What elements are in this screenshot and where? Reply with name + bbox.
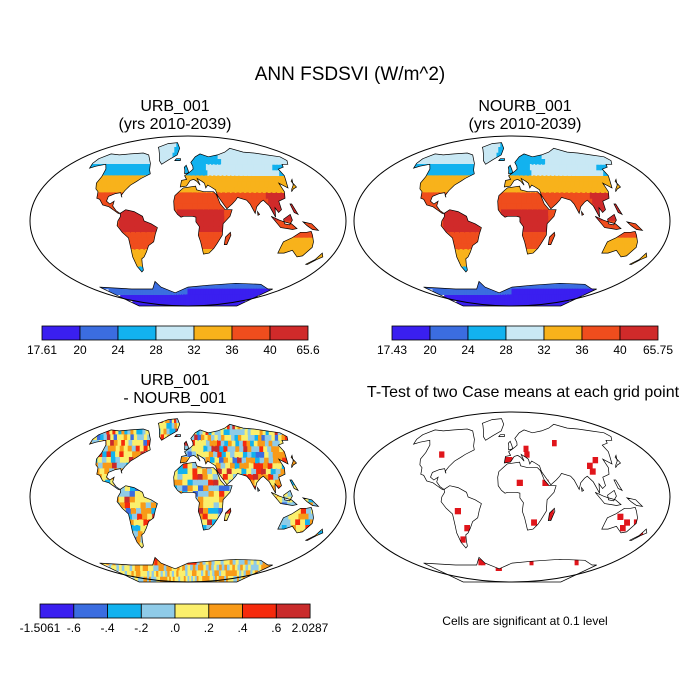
globe-border — [353, 135, 671, 307]
map-urb — [29, 135, 347, 307]
colorbar-diff: -1.5061 -.6 -.4 -.2 .0 .2 .4 .6 2.0287 — [20, 603, 329, 635]
colorbar-swatch — [467, 325, 507, 341]
panel-title-diff-line2: - NOURB_001 — [123, 390, 227, 407]
colorbar-swatch — [117, 325, 157, 341]
colorbar-label: .2 — [204, 621, 214, 635]
colorbar-swatch — [242, 603, 277, 619]
map-nourb — [353, 135, 671, 307]
colorbar-label: .0 — [170, 621, 180, 635]
colorbar-label: 17.61 — [27, 343, 57, 357]
colorbar-label: -.6 — [67, 621, 81, 635]
colorbar-swatch — [429, 325, 469, 341]
panel-title-nourb: NOURB_001 (yrs 2010-2039) — [400, 98, 650, 134]
colorbar-swatch — [269, 325, 309, 341]
colorbar-swatch — [140, 603, 176, 619]
colorbar-swatch — [543, 325, 583, 341]
colorbar-label: 28 — [149, 343, 163, 357]
colorbar-label: 65.6 — [296, 343, 320, 357]
colorbar-swatch — [391, 325, 431, 341]
colorbar-swatch — [581, 325, 621, 341]
colorbar-label: -1.5061 — [20, 621, 61, 635]
figure-title: ANN FSDSVI (W/m^2) — [254, 64, 446, 85]
colorbar-label: 24 — [461, 343, 475, 357]
colorbar-swatch — [619, 325, 659, 341]
panel-title-diff-line1: URB_001 — [140, 372, 210, 389]
colorbar-swatch — [275, 603, 311, 619]
coastline — [88, 142, 324, 307]
panel-title-nourb-line2: (yrs 2010-2039) — [468, 116, 582, 133]
colorbar-label: -.2 — [134, 621, 148, 635]
colorbar-swatch — [79, 325, 119, 341]
colorbar-nourb: 17.43 20 24 28 32 36 40 65.75 — [377, 325, 673, 357]
colorbar-label: 40 — [613, 343, 627, 357]
colorbar-label: 36 — [225, 343, 239, 357]
colorbar-label: 28 — [499, 343, 513, 357]
panel-title-urb-line1: URB_001 — [140, 98, 210, 115]
colorbar-swatch — [39, 603, 75, 619]
colorbar-label: 40 — [263, 343, 277, 357]
coastline — [88, 418, 324, 583]
map-diff — [29, 411, 347, 583]
colorbar-label: 65.75 — [643, 343, 673, 357]
map-ttest — [353, 411, 671, 583]
panel-title-ttest: T-Test of two Case means at each grid po… — [366, 384, 680, 401]
colorbar-label: .6 — [271, 621, 281, 635]
panel-title-urb-line2: (yrs 2010-2039) — [118, 116, 232, 133]
colorbar-swatch — [193, 325, 233, 341]
colorbar-label: 2.0287 — [292, 621, 329, 635]
panel-title-nourb-line1: NOURB_001 — [478, 98, 572, 115]
globe-border — [29, 135, 347, 307]
colorbar-swatch — [107, 603, 142, 619]
colorbar-swatch — [208, 603, 244, 619]
colorbar-swatch — [505, 325, 545, 341]
colorbar-swatch — [231, 325, 271, 341]
colorbar-label: 20 — [423, 343, 437, 357]
colorbar-swatch — [155, 325, 195, 341]
colorbar-label: 32 — [537, 343, 551, 357]
colorbar-swatch — [73, 603, 108, 619]
colorbar-swatch — [174, 603, 210, 619]
coastline — [412, 142, 648, 307]
globe-border — [29, 411, 347, 583]
colorbar-label: .4 — [237, 621, 247, 635]
globe-border — [353, 411, 671, 583]
colorbar-label: 32 — [187, 343, 201, 357]
colorbar-label: 20 — [73, 343, 87, 357]
panel-title-urb: URB_001 (yrs 2010-2039) — [50, 98, 300, 134]
significance-note: Cells are significant at 0.1 level — [442, 614, 608, 628]
colorbar-label: 17.43 — [377, 343, 407, 357]
colorbar-label: -.4 — [100, 621, 114, 635]
colorbar-label: 24 — [111, 343, 125, 357]
panel-title-diff: URB_001 - NOURB_001 — [50, 372, 300, 408]
colorbar-swatch — [41, 325, 81, 341]
colorbar-urb: 17.61 20 24 28 32 36 40 65.6 — [27, 325, 320, 357]
colorbar-label: 36 — [575, 343, 589, 357]
coastline — [412, 418, 648, 583]
